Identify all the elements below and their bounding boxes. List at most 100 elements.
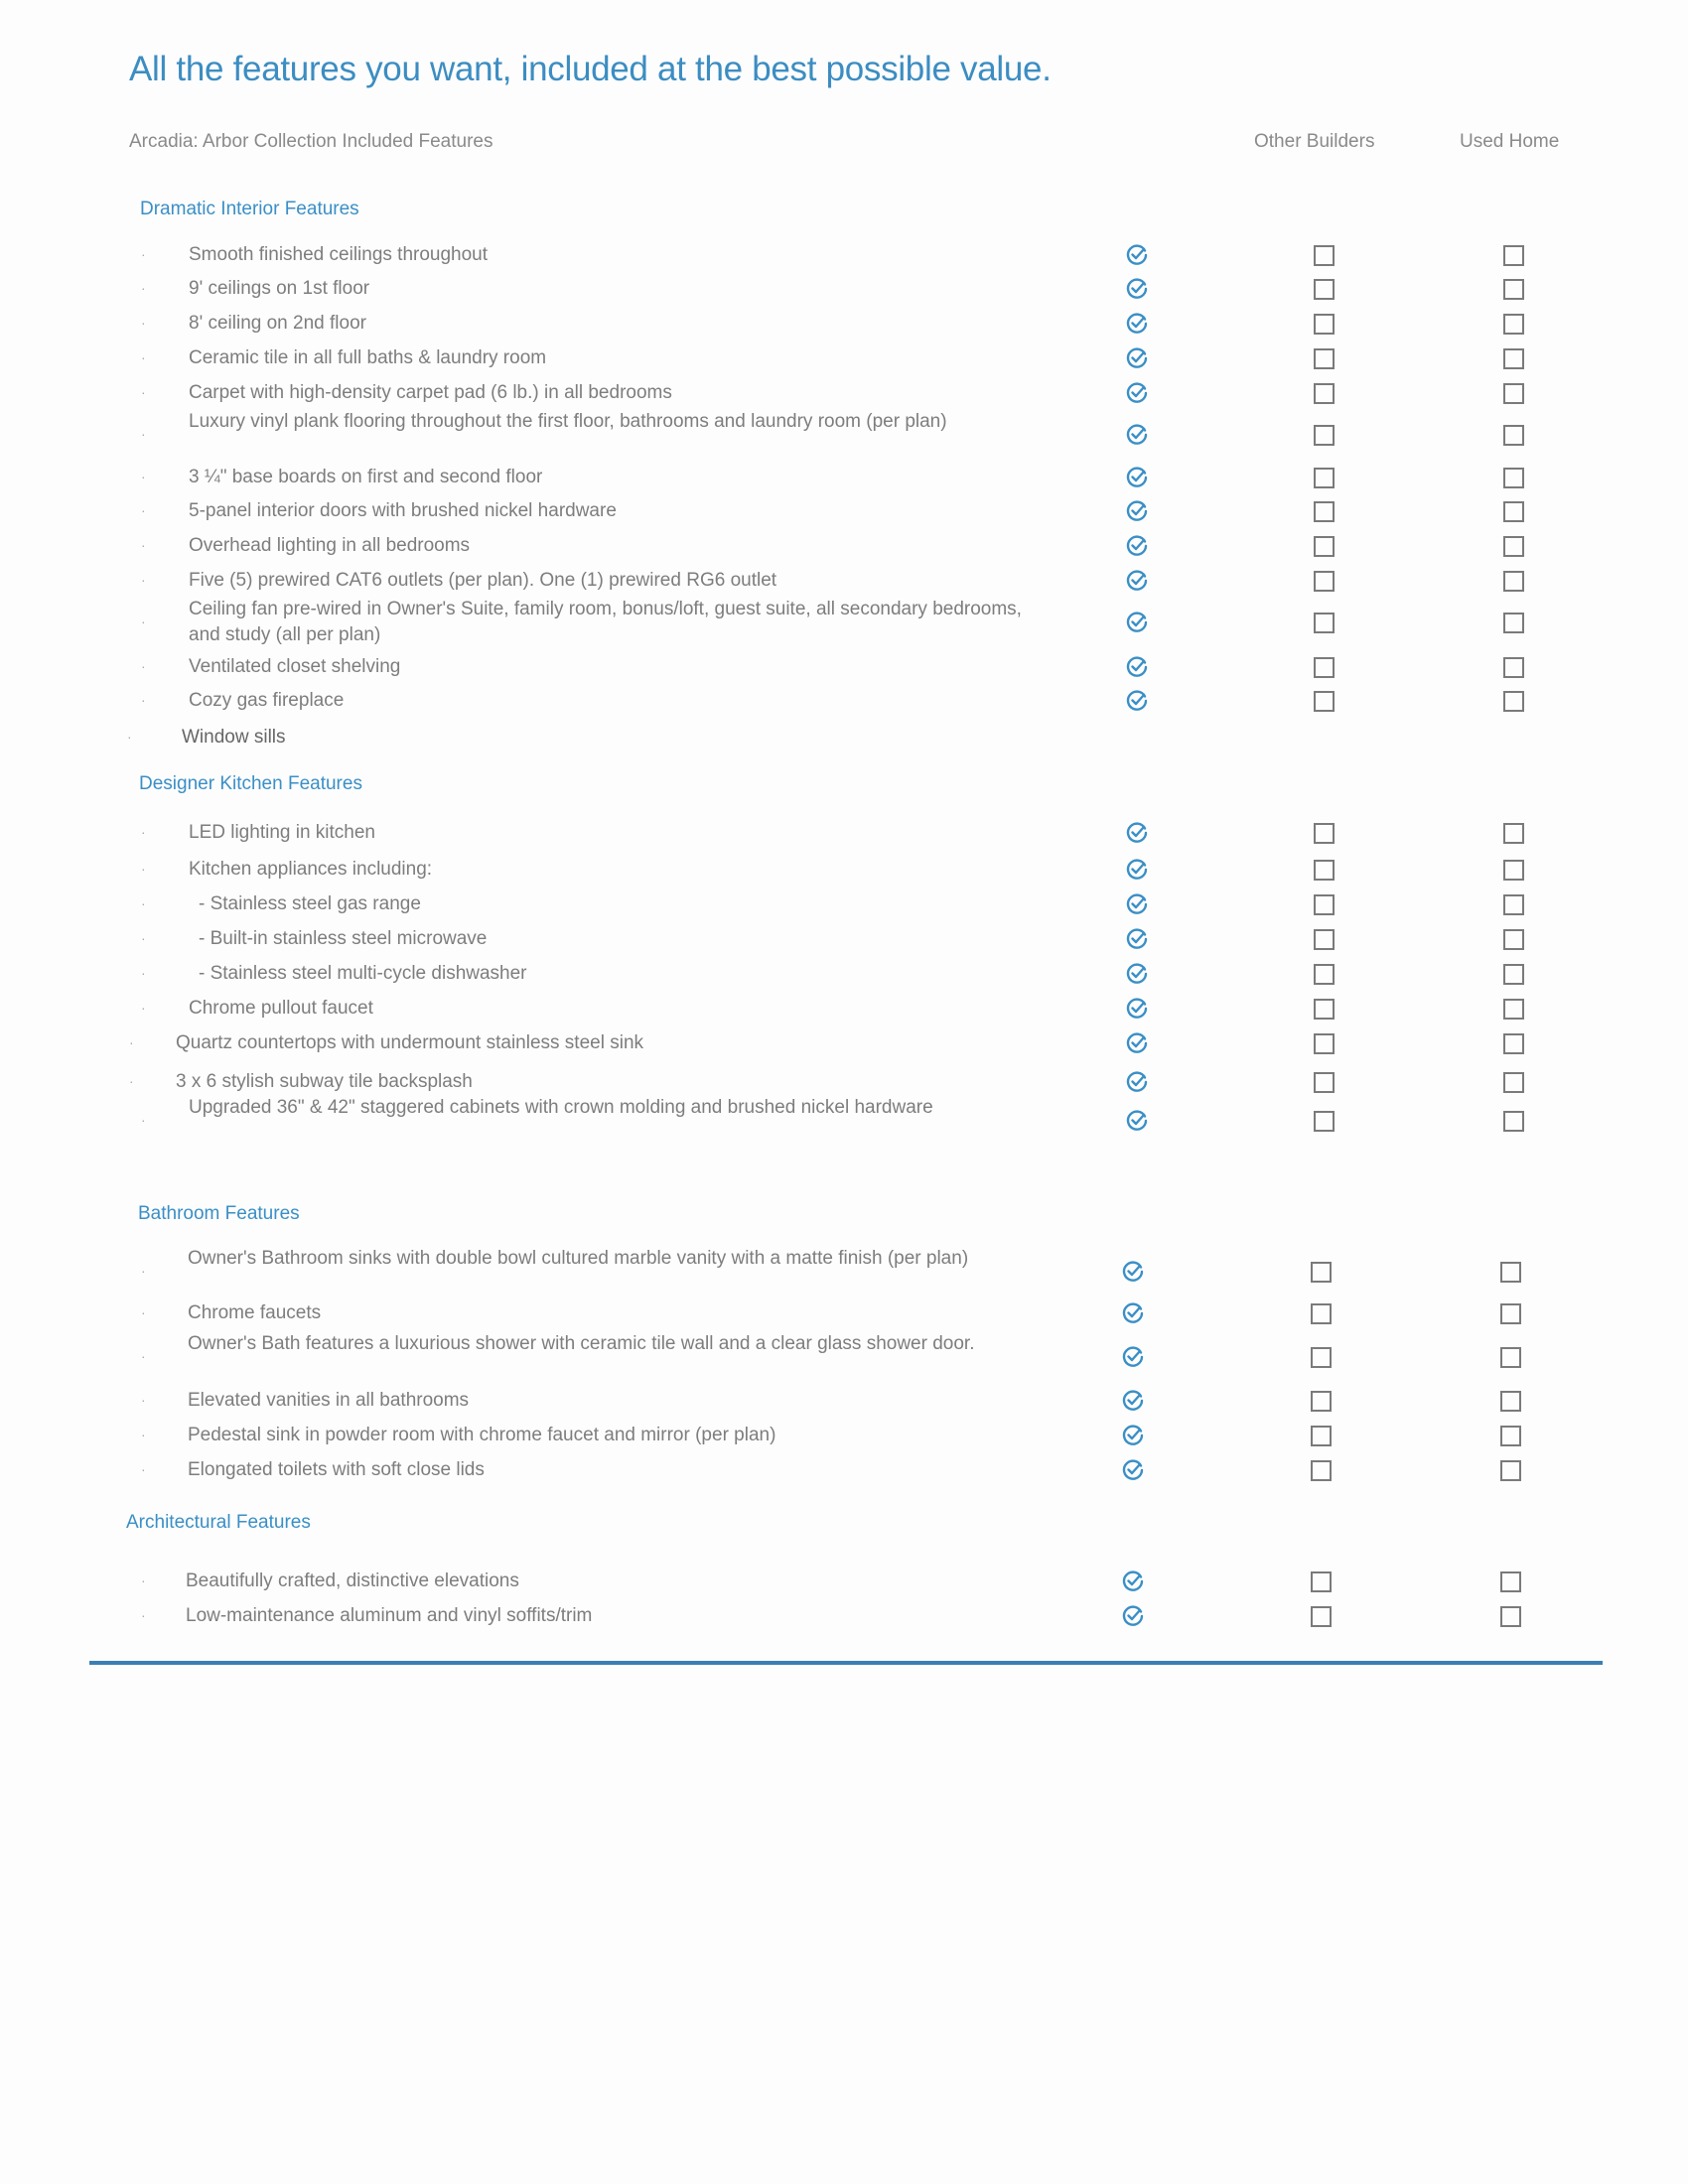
used-home-checkbox[interactable] xyxy=(1503,691,1524,712)
other-builders-checkbox[interactable] xyxy=(1314,929,1335,950)
other-builders-checkbox[interactable] xyxy=(1314,536,1335,557)
other-builders-checkbox[interactable] xyxy=(1314,691,1335,712)
used-home-checkbox[interactable] xyxy=(1503,657,1524,678)
other-builders-checkbox[interactable] xyxy=(1311,1391,1332,1412)
feature-text: 8' ceiling on 2nd floor xyxy=(189,313,366,334)
used-home-checkbox[interactable] xyxy=(1503,999,1524,1020)
bullet-icon: · xyxy=(141,1427,146,1442)
other-builders-checkbox[interactable] xyxy=(1314,501,1335,522)
bullet-icon: · xyxy=(141,1000,146,1016)
used-home-checkbox[interactable] xyxy=(1500,1606,1521,1627)
other-builders-checkbox[interactable] xyxy=(1311,1262,1332,1283)
bullet-icon: · xyxy=(141,349,146,365)
feature-text: Chrome faucets xyxy=(188,1302,322,1323)
other-builders-checkbox[interactable] xyxy=(1314,468,1335,488)
used-home-checkbox[interactable] xyxy=(1503,823,1524,844)
other-builders-checkbox[interactable] xyxy=(1314,314,1335,335)
bullet-icon: · xyxy=(141,280,146,296)
feature-text: 3 x 6 stylish subway tile backsplash xyxy=(176,1071,473,1092)
other-builders-checkbox[interactable] xyxy=(1311,1303,1332,1324)
circle-check-icon xyxy=(1125,689,1149,713)
used-home-checkbox[interactable] xyxy=(1503,425,1524,446)
other-builders-checkbox[interactable] xyxy=(1314,964,1335,985)
used-home-checkbox[interactable] xyxy=(1503,383,1524,404)
used-home-checkbox[interactable] xyxy=(1500,1347,1521,1368)
other-builders-checkbox[interactable] xyxy=(1314,383,1335,404)
used-home-checkbox[interactable] xyxy=(1503,279,1524,300)
circle-check-icon xyxy=(1125,346,1149,370)
other-builders-checkbox[interactable] xyxy=(1311,1460,1332,1481)
other-builders-checkbox[interactable] xyxy=(1314,348,1335,369)
feature-text: 5-panel interior doors with brushed nick… xyxy=(189,500,617,521)
other-builders-checkbox[interactable] xyxy=(1311,1347,1332,1368)
section-title: Bathroom Features xyxy=(138,1203,300,1224)
section-title: Designer Kitchen Features xyxy=(139,773,362,794)
other-builders-checkbox[interactable] xyxy=(1314,1111,1335,1132)
feature-text: - Stainless steel multi-cycle dishwasher xyxy=(199,963,527,984)
circle-check-icon xyxy=(1121,1570,1145,1593)
used-home-checkbox[interactable] xyxy=(1500,1426,1521,1446)
circle-check-icon xyxy=(1125,312,1149,336)
other-builders-checkbox[interactable] xyxy=(1314,1072,1335,1093)
circle-check-icon xyxy=(1125,962,1149,986)
other-builders-checkbox[interactable] xyxy=(1311,1606,1332,1627)
other-builders-checkbox[interactable] xyxy=(1314,613,1335,633)
circle-check-icon xyxy=(1125,858,1149,882)
feature-text: Low-maintenance aluminum and vinyl soffi… xyxy=(186,1605,593,1626)
other-builders-checkbox[interactable] xyxy=(1314,1033,1335,1054)
used-home-checkbox[interactable] xyxy=(1503,1033,1524,1054)
bullet-icon: · xyxy=(141,1392,146,1408)
feature-text: - Stainless steel gas range xyxy=(199,893,421,914)
bottom-rule xyxy=(89,1661,1603,1665)
circle-check-icon xyxy=(1121,1389,1145,1413)
used-home-checkbox[interactable] xyxy=(1503,894,1524,915)
other-builders-checkbox[interactable] xyxy=(1314,823,1335,844)
other-builders-checkbox[interactable] xyxy=(1314,279,1335,300)
other-builders-checkbox[interactable] xyxy=(1314,894,1335,915)
circle-check-icon xyxy=(1125,997,1149,1021)
circle-check-icon xyxy=(1125,243,1149,267)
used-home-checkbox[interactable] xyxy=(1503,501,1524,522)
circle-check-icon xyxy=(1125,277,1149,301)
used-home-checkbox[interactable] xyxy=(1500,1303,1521,1324)
other-builders-checkbox[interactable] xyxy=(1314,425,1335,446)
feature-text: Ceiling fan pre-wired in Owner's Suite, … xyxy=(189,599,1022,645)
other-builders-checkbox[interactable] xyxy=(1314,999,1335,1020)
feature-text: Elongated toilets with soft close lids xyxy=(188,1459,485,1480)
feature-text: - Built-in stainless steel microwave xyxy=(199,928,488,949)
used-home-checkbox[interactable] xyxy=(1503,1072,1524,1093)
used-home-checkbox[interactable] xyxy=(1503,348,1524,369)
other-builders-checkbox[interactable] xyxy=(1314,571,1335,592)
used-home-checkbox[interactable] xyxy=(1503,613,1524,633)
other-builders-checkbox[interactable] xyxy=(1311,1571,1332,1592)
feature-text: Ceramic tile in all full baths & laundry… xyxy=(189,347,547,368)
bullet-icon: · xyxy=(141,895,146,911)
used-home-checkbox[interactable] xyxy=(1503,860,1524,881)
used-home-checkbox[interactable] xyxy=(1503,571,1524,592)
used-home-checkbox[interactable] xyxy=(1503,964,1524,985)
circle-check-icon xyxy=(1121,1345,1145,1369)
bullet-icon: · xyxy=(141,1461,146,1477)
section-title: Architectural Features xyxy=(126,1512,311,1533)
other-builders-checkbox[interactable] xyxy=(1314,245,1335,266)
used-home-checkbox[interactable] xyxy=(1500,1262,1521,1283)
other-builders-checkbox[interactable] xyxy=(1314,657,1335,678)
feature-text: Elevated vanities in all bathrooms xyxy=(188,1390,470,1411)
used-home-checkbox[interactable] xyxy=(1500,1571,1521,1592)
feature-text: Beautifully crafted, distinctive elevati… xyxy=(186,1570,519,1591)
used-home-checkbox[interactable] xyxy=(1503,245,1524,266)
other-builders-checkbox[interactable] xyxy=(1314,860,1335,881)
used-home-checkbox[interactable] xyxy=(1500,1391,1521,1412)
bullet-icon: · xyxy=(141,861,146,877)
used-home-checkbox[interactable] xyxy=(1503,536,1524,557)
feature-text: Carpet with high-density carpet pad (6 l… xyxy=(189,382,672,403)
used-home-checkbox[interactable] xyxy=(1503,314,1524,335)
circle-check-icon xyxy=(1125,1031,1149,1055)
bullet-icon: · xyxy=(129,1034,134,1050)
used-home-checkbox[interactable] xyxy=(1503,929,1524,950)
used-home-checkbox[interactable] xyxy=(1503,1111,1524,1132)
used-home-checkbox[interactable] xyxy=(1503,468,1524,488)
other-builders-checkbox[interactable] xyxy=(1311,1426,1332,1446)
circle-check-icon xyxy=(1125,569,1149,593)
used-home-checkbox[interactable] xyxy=(1500,1460,1521,1481)
